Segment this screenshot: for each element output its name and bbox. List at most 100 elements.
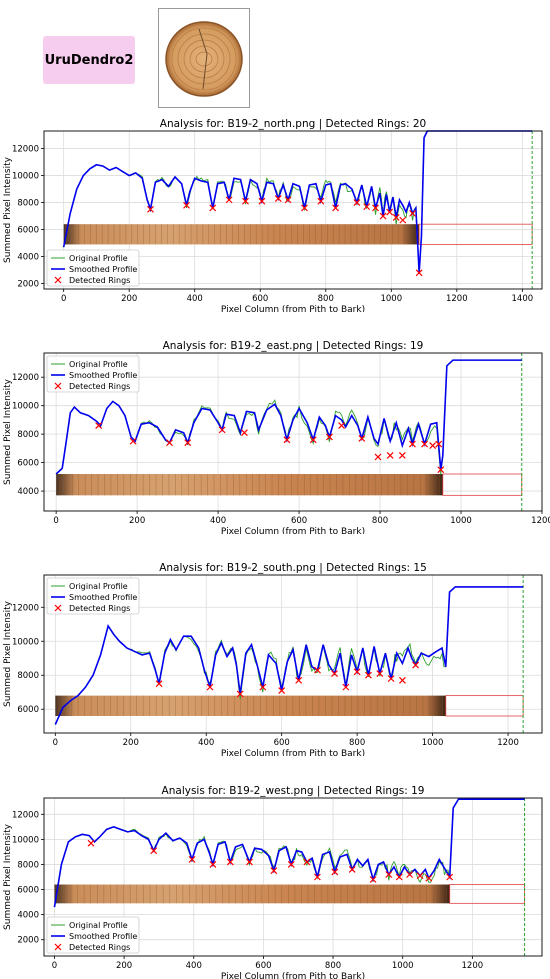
wood-strip-image — [55, 695, 446, 717]
tree-cross-section-icon — [165, 21, 243, 97]
detected-ring-marker — [218, 426, 226, 434]
x-tick-label: 800 — [318, 294, 334, 304]
detected-ring-marker — [206, 683, 214, 691]
axes-frame — [43, 352, 543, 512]
ring-marker-stroke — [95, 422, 103, 430]
detected-ring-marker — [287, 861, 295, 868]
detected-ring-marker — [129, 437, 137, 445]
detected-ring-marker — [399, 216, 407, 224]
ring-marker-stroke — [363, 203, 371, 211]
ring-marker-stroke — [155, 680, 163, 688]
detected-ring-marker — [242, 197, 249, 205]
legend-label: Detected Rings — [69, 943, 130, 952]
ring-marker-stroke — [379, 212, 387, 220]
y-axis-label: Summed Pixel Intensity — [3, 823, 13, 930]
detected-ring-marker — [313, 873, 321, 881]
legend-box — [46, 355, 140, 393]
detected-ring-marker — [385, 871, 393, 878]
x-tick-label: 200 — [121, 294, 137, 304]
x-tick-label: 1000 — [450, 516, 472, 526]
ring-marker-stroke — [147, 205, 154, 213]
detected-ring-marker — [446, 873, 454, 881]
y-tick-label: 8000 — [17, 430, 39, 440]
detected-ring-marker — [365, 671, 372, 679]
chart-south: Analysis for: B19-2_south.png | Detected… — [3, 562, 543, 756]
bark-region-box — [449, 884, 525, 904]
x-tick-label: 1200 — [462, 961, 484, 971]
legend-box — [46, 249, 140, 287]
ring-marker-stroke — [435, 440, 443, 448]
chart-east: Analysis for: B19-2_east.png | Detected … — [3, 340, 550, 534]
detected-ring-marker — [331, 868, 339, 876]
ring-marker-stroke — [150, 847, 158, 855]
detected-ring-marker — [209, 861, 217, 868]
ring-marker-stroke — [353, 668, 361, 676]
ring-marker-stroke — [303, 858, 311, 866]
detected-ring-marker — [386, 208, 394, 216]
x-tick-label: 600 — [255, 961, 271, 971]
ring-marker-stroke — [270, 867, 278, 875]
ring-marker-stroke — [415, 269, 423, 277]
detected-ring-marker — [317, 197, 325, 205]
chart-title: Analysis for: B19-2_east.png | Detected … — [163, 340, 424, 352]
ring-marker-stroke — [326, 433, 333, 441]
y-tick-label: 6000 — [17, 886, 39, 896]
detected-ring-marker — [353, 668, 361, 676]
x-tick-label: 200 — [116, 961, 132, 971]
ring-marker-stroke — [446, 873, 454, 881]
y-tick-label: 8000 — [17, 199, 39, 209]
legend-rings-swatch — [54, 382, 62, 390]
legend-label: Detected Rings — [69, 604, 130, 613]
ring-marker-stroke — [416, 872, 424, 880]
x-tick-label: 1200 — [531, 516, 550, 526]
x-tick-label: 800 — [325, 961, 341, 971]
y-tick-label: 10000 — [12, 402, 39, 412]
detected-ring-marker — [363, 203, 371, 211]
detected-ring-marker — [338, 422, 346, 430]
ring-marker-stroke — [236, 690, 244, 698]
ring-marker-stroke — [317, 197, 325, 205]
ring-marker-stroke — [283, 436, 291, 444]
detected-ring-marker — [406, 871, 414, 878]
detected-ring-marker — [374, 453, 382, 461]
ring-marker-stroke — [387, 675, 395, 683]
x-tick-label: 400 — [198, 738, 214, 748]
y-axis-label: Summed Pixel Intensity — [3, 378, 13, 485]
detected-ring-marker — [147, 205, 154, 213]
detected-ring-marker — [95, 422, 103, 430]
detected-ring-marker — [429, 442, 437, 449]
legend-label: Original Profile — [69, 921, 128, 930]
ring-marker-stroke — [166, 439, 173, 447]
x-tick-label: 1400 — [512, 294, 534, 304]
detected-ring-marker — [166, 439, 173, 447]
ring-marker-stroke — [338, 422, 346, 430]
detected-ring-marker — [258, 197, 266, 205]
ring-marker-stroke — [287, 861, 295, 868]
legend-label: Detected Rings — [69, 276, 130, 285]
y-tick-label: 12000 — [12, 145, 39, 155]
detected-ring-marker — [303, 858, 311, 866]
ring-marker-stroke — [372, 204, 379, 212]
detected-ring-marker — [415, 269, 423, 277]
ring-marker-stroke — [331, 868, 339, 876]
x-tick-label: 1000 — [380, 294, 402, 304]
legend-label: Smoothed Profile — [69, 371, 137, 380]
detected-ring-marker — [425, 874, 433, 882]
x-tick-label: 600 — [252, 294, 268, 304]
detected-ring-marker — [353, 199, 361, 206]
detected-ring-marker — [398, 452, 406, 459]
smoothed-profile-line — [53, 798, 525, 908]
y-tick-label: 12000 — [12, 603, 39, 613]
detected-ring-marker — [435, 440, 443, 448]
ring-marker-stroke — [406, 871, 414, 878]
bark-region-box — [445, 695, 524, 717]
x-tick-label: 200 — [129, 516, 145, 526]
detected-ring-marker — [331, 670, 338, 677]
detected-ring-marker — [184, 439, 192, 447]
y-tick-label: 4000 — [17, 253, 39, 263]
detected-ring-marker — [246, 858, 253, 866]
y-tick-label: 12000 — [12, 373, 39, 383]
legend-rings-swatch — [54, 276, 62, 284]
detected-ring-marker — [87, 839, 95, 847]
legend-label: Original Profile — [69, 254, 128, 263]
